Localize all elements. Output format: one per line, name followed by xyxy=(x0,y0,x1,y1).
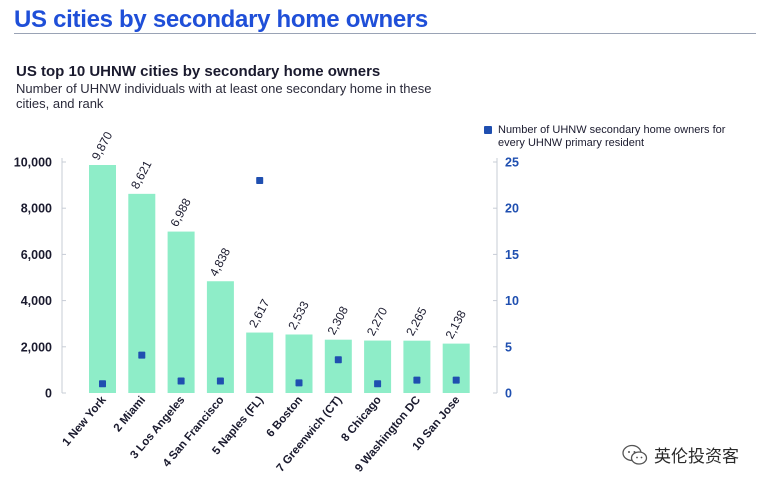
right-y-tick-label: 25 xyxy=(505,156,519,170)
scatter-point xyxy=(216,377,224,385)
scatter-point xyxy=(177,377,185,385)
left-y-tick-label: 6,000 xyxy=(21,248,52,262)
bar-value-label: 2,138 xyxy=(442,308,469,341)
chart-title: US top 10 UHNW cities by secondary home … xyxy=(16,63,381,80)
bar xyxy=(403,340,431,393)
left-y-tick-label: 10,000 xyxy=(14,156,52,170)
bar xyxy=(206,281,234,393)
right-y-tick-label: 10 xyxy=(505,294,519,308)
chart-legend: Number of UHNW secondary home owners for… xyxy=(484,124,734,150)
bar-value-label: 2,270 xyxy=(364,305,391,338)
watermark-text: 英伦投资客 xyxy=(654,447,739,466)
legend-marker-square-icon xyxy=(484,126,492,134)
legend-label: Number of UHNW secondary home owners for… xyxy=(498,124,726,149)
bar-value-label: 4,838 xyxy=(207,245,234,278)
scatter-point xyxy=(374,380,382,388)
left-y-tick-label: 8,000 xyxy=(21,202,52,216)
right-y-tick-label: 15 xyxy=(505,248,519,262)
bar-value-label: 2,617 xyxy=(246,297,273,330)
watermark: 英伦投资客 xyxy=(622,442,739,467)
point-series xyxy=(99,176,460,388)
left-y-tick-label: 4,000 xyxy=(21,294,52,308)
chart-subtitle: Number of UHNW individuals with at least… xyxy=(16,81,432,111)
title-divider xyxy=(14,33,756,34)
bar xyxy=(324,339,352,393)
left-y-tick-label: 2,000 xyxy=(21,340,52,354)
bar xyxy=(167,231,195,393)
scatter-point xyxy=(256,176,264,184)
bar xyxy=(246,332,274,393)
scatter-point xyxy=(334,356,342,364)
right-y-tick-label: 20 xyxy=(505,202,519,216)
bar xyxy=(89,165,116,393)
bar-value-label: 8,621 xyxy=(128,158,155,191)
x-tick-label: 6 Boston xyxy=(264,394,305,439)
bar-value-label: 2,265 xyxy=(403,305,430,338)
scatter-point xyxy=(138,351,146,359)
scatter-point xyxy=(295,379,303,387)
scatter-point xyxy=(452,376,460,384)
right-y-tick-label: 0 xyxy=(505,387,512,401)
right-y-tick-label: 5 xyxy=(505,340,512,354)
bar-value-label: 6,988 xyxy=(167,196,194,229)
bar xyxy=(442,343,470,393)
bar xyxy=(128,193,156,393)
wechat-icon xyxy=(622,444,648,465)
bar-series xyxy=(89,165,470,393)
scatter-point xyxy=(99,380,106,388)
page-title: US cities by secondary home owners xyxy=(14,6,428,33)
scatter-point xyxy=(413,376,421,384)
bar-value-label: 2,308 xyxy=(325,304,352,337)
bar-value-label: 2,533 xyxy=(285,299,312,332)
bar-value-label: 9,870 xyxy=(89,129,116,162)
x-tick-label: 2 Miami xyxy=(112,394,148,434)
chart-axes: 0 2,000 4,000 6,000 8,000 10,000 0 5 10 15 20 25 xyxy=(14,156,519,401)
left-y-tick-label: 0 xyxy=(45,387,52,401)
x-tick-label: 1 New York xyxy=(60,394,109,449)
